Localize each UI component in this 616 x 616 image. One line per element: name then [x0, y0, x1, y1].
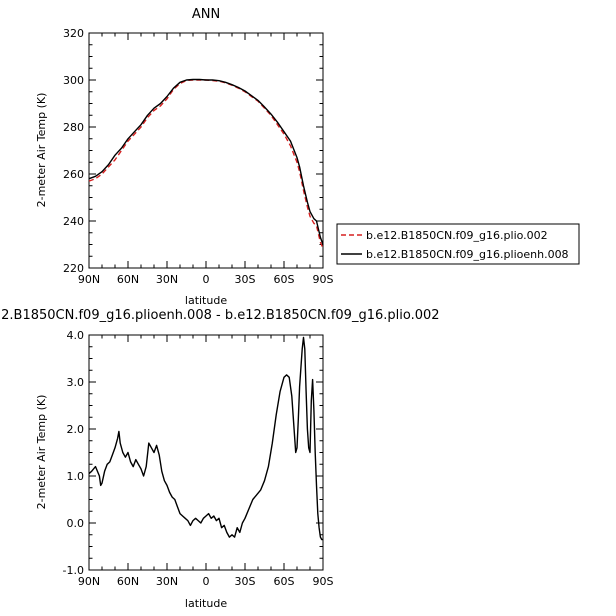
x-tick-label: 30S	[235, 575, 256, 588]
y-ticks: -1.0 0.0 1.0 2.0 3.0 4.0	[63, 329, 323, 577]
difference-panel: b.e12.B1850CN.f09_g16.plioenh.008 - b.e1…	[0, 308, 440, 610]
legend: b.e12.B1850CN.f09_g16.plio.002 b.e12.B18…	[336, 223, 580, 265]
x-ticks: 90N 60N 30N 0 30S 60S 90S	[78, 335, 334, 588]
x-tick-label: 90N	[78, 273, 100, 286]
y-tick-label: 260	[63, 168, 84, 181]
y-tick-label: 3.0	[67, 376, 85, 389]
legend-entry-plio: b.e12.B1850CN.f09_g16.plio.002	[366, 229, 548, 242]
plot-frame	[88, 32, 324, 269]
y-tick-label: 320	[63, 27, 84, 40]
x-ticks: 90N 60N 30N 0 30S 60S 90S	[78, 33, 334, 286]
series-line-0	[88, 336, 323, 541]
series-lines	[88, 336, 323, 541]
legend-box	[336, 223, 580, 265]
x-tick-label: 0	[203, 575, 210, 588]
panel-title: ANN	[192, 7, 220, 22]
series-line-1	[88, 78, 324, 245]
x-tick-label: 60S	[274, 575, 295, 588]
x-tick-label: 90S	[313, 273, 334, 286]
x-tick-label: 0	[203, 273, 210, 286]
y-ticks: 220 240 260 280 300 320	[63, 27, 323, 275]
x-tick-label: 30N	[156, 575, 178, 588]
y-tick-label: 240	[63, 215, 84, 228]
series-line-0	[88, 79, 324, 249]
y-tick-label: 0.0	[67, 517, 85, 530]
x-tick-label: 60S	[274, 273, 295, 286]
x-axis-label: latitude	[185, 294, 227, 307]
y-tick-label: 300	[63, 74, 84, 87]
y-tick-label: 220	[63, 262, 84, 275]
x-tick-label: 30N	[156, 273, 178, 286]
y-axis-label: 2-meter Air Temp (K)	[35, 93, 48, 208]
plot-frame	[88, 334, 324, 571]
x-tick-label: 90S	[313, 575, 334, 588]
series-lines	[88, 78, 324, 249]
y-tick-label: 1.0	[67, 470, 85, 483]
y-tick-label: -1.0	[63, 564, 84, 577]
x-axis-label: latitude	[185, 597, 227, 610]
x-tick-label: 30S	[235, 273, 256, 286]
x-tick-label: 90N	[78, 575, 100, 588]
difference-title: b.e12.B1850CN.f09_g16.plioenh.008 - b.e1…	[0, 308, 440, 323]
y-axis-label: 2-meter Air Temp (K)	[35, 395, 48, 510]
x-tick-label: 60N	[117, 575, 139, 588]
legend-entry-plioenh: b.e12.B1850CN.f09_g16.plioenh.008	[366, 248, 569, 261]
y-tick-label: 2.0	[67, 423, 85, 436]
y-tick-label: 4.0	[67, 329, 85, 342]
y-tick-label: 280	[63, 121, 84, 134]
x-tick-label: 60N	[117, 273, 139, 286]
